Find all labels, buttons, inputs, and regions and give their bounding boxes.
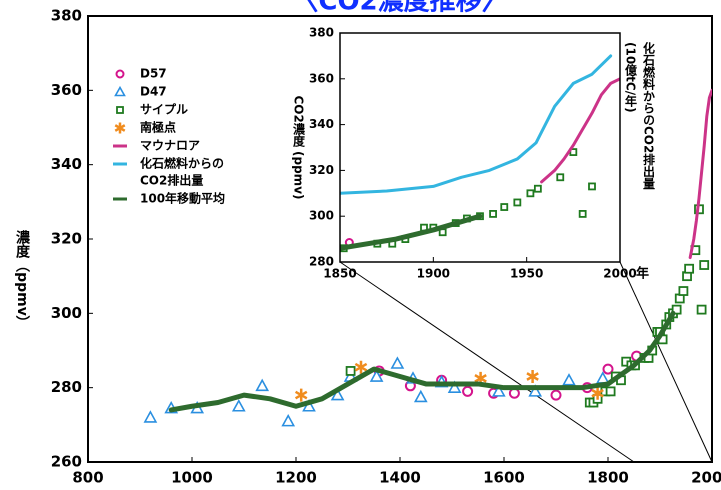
point-square: [588, 182, 596, 191]
point-circle: [550, 389, 562, 401]
inset-background: [340, 33, 620, 262]
chart-title: 〈CO2濃度推移〉: [292, 0, 507, 17]
legend-label: CO2排出量: [140, 173, 203, 188]
series-line: [340, 54, 613, 195]
y-tick-label: 300: [51, 304, 82, 322]
point-triangle: [562, 373, 576, 386]
point-triangle: [143, 410, 158, 423]
point-circle: [462, 385, 474, 397]
point-star: [526, 370, 539, 384]
x-tick-label: 1200: [275, 469, 317, 487]
series-line: [340, 213, 483, 251]
point-triangle: [281, 413, 296, 427]
point-square: [578, 210, 587, 218]
point-square: [671, 304, 682, 315]
zoom-connector: [339, 261, 635, 463]
y-tick-label: 380: [309, 26, 334, 40]
x-tick-label: 1000: [171, 469, 213, 487]
inset-frame: [339, 32, 621, 263]
series-line: [168, 310, 676, 413]
series-line: [540, 77, 620, 184]
point-triangle: [390, 356, 405, 369]
point-square: [556, 173, 565, 182]
x-tick-label: 2000: [603, 267, 636, 281]
legend-label: 100年移動平均: [140, 191, 225, 206]
legend-label: 南極点: [140, 120, 176, 135]
point-square: [345, 366, 356, 376]
legend-label: D57: [140, 67, 167, 81]
point-square: [526, 189, 535, 198]
plot-area: [143, 88, 712, 427]
y-tick-label: 280: [309, 255, 334, 269]
point-square: [489, 210, 497, 218]
legend-marker: [114, 122, 126, 134]
point-triangle: [231, 399, 246, 412]
x-tick-label: 1950: [510, 267, 543, 281]
point-square: [699, 260, 710, 270]
point-triangle: [447, 380, 462, 393]
plot-area: [340, 54, 620, 253]
point-square: [500, 203, 509, 211]
x-tick-label: 1600: [483, 469, 525, 487]
legend-label: サイプル: [140, 102, 188, 117]
legend-item: 南極点: [114, 120, 176, 135]
point-square: [678, 286, 689, 296]
legend-item: 100年移動平均: [113, 191, 225, 206]
legend-item: D47: [114, 85, 167, 99]
series-line: [688, 88, 712, 260]
zoom-connector: [619, 261, 713, 463]
legend-marker: [116, 106, 124, 114]
legend-item: D57: [115, 67, 167, 81]
inset-right-label: 化石燃料からのCO2排出量: [642, 41, 656, 190]
point-square: [684, 263, 695, 274]
legend-item: 化石燃料からの CO2排出量: [113, 156, 224, 188]
y-tick-label: 280: [51, 378, 82, 396]
x-tick-label: 1800: [587, 469, 629, 487]
legend-label: D47: [140, 85, 167, 99]
legend-marker: [115, 69, 125, 79]
point-star: [354, 360, 368, 374]
x-tick-label: 2000: [691, 469, 721, 487]
point-square: [513, 198, 522, 207]
point-triangle: [369, 369, 384, 382]
y-tick-label: 320: [309, 163, 334, 177]
y-tick-label: 340: [309, 117, 334, 131]
legend-label: 化石燃料からの: [140, 156, 224, 171]
y-tick-label: 300: [309, 209, 334, 223]
point-triangle: [528, 384, 543, 397]
x-tick-label: 1850: [323, 267, 356, 281]
inset-right-label: (10億tC/年): [624, 42, 638, 113]
legend-item: サイプル: [116, 102, 188, 117]
y-tick-label: 260: [51, 453, 82, 471]
point-star: [591, 386, 604, 400]
point-square: [533, 184, 542, 193]
y-tick-label: 380: [51, 7, 82, 25]
inset-y-label: CO2濃度 (ppmv): [292, 95, 306, 199]
x-unit-label: 年: [636, 266, 649, 282]
point-square: [605, 386, 616, 397]
legend-label: マウナロア: [140, 139, 200, 153]
y-tick-label: 360: [309, 71, 334, 85]
point-triangle: [413, 389, 428, 403]
x-tick-label: 800: [72, 469, 103, 487]
point-triangle: [330, 387, 345, 401]
point-star: [294, 388, 308, 402]
x-tick-label: 1400: [379, 469, 421, 487]
y-tick-label: 360: [51, 81, 82, 99]
point-circle: [602, 363, 614, 375]
y-tick-label: 340: [51, 155, 82, 173]
y-axis-label: 濃度（ppmv）: [14, 229, 31, 329]
point-triangle: [255, 378, 270, 392]
legend-marker: [114, 85, 126, 97]
x-tick-label: 1900: [417, 267, 450, 281]
point-triangle: [491, 384, 506, 397]
point-square: [696, 304, 707, 315]
y-tick-label: 320: [51, 230, 82, 248]
legend-item: マウナロア: [113, 139, 200, 153]
